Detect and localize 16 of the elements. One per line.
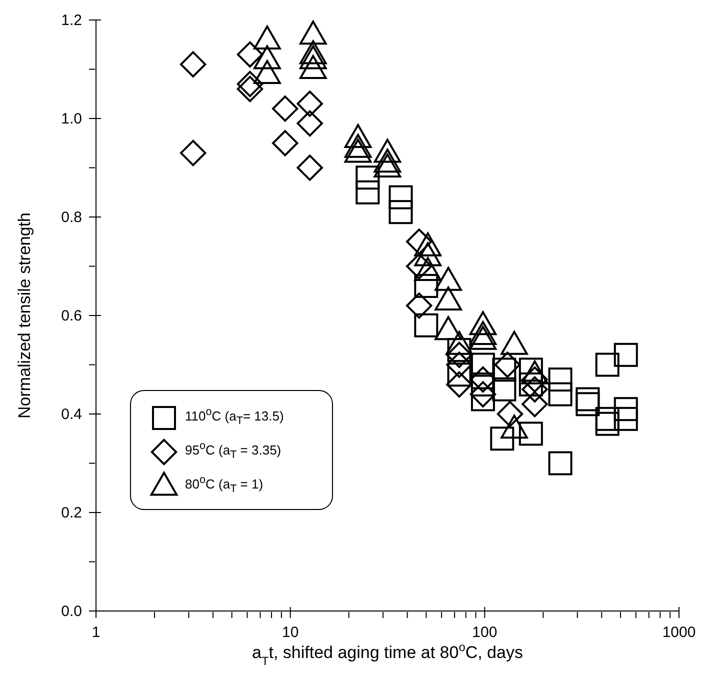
y-tick-label: 0.2 [61, 504, 82, 522]
legend-label: 95$^{o}$C (a$_{T}$ = 3.35) [185, 440, 282, 460]
legend-label: 110$^{o}$C (a$_{T}$= 13.5) [185, 406, 284, 426]
y-tick-label: 0.6 [61, 308, 82, 324]
y-tick-label: 1.2 [61, 12, 82, 29]
x-axis-title: a$_{T}$t, shifted aging time at 80$^{o}$C, days [252, 640, 523, 668]
y-tick-label: 0.8 [61, 209, 82, 226]
x-tick-label: 1 [92, 624, 100, 641]
x-tick-label: 10 [282, 624, 299, 641]
y-tick-label: 0.4 [61, 406, 82, 423]
legend-label: 80$^{o}$C (a$_{T}$ = 1) [185, 474, 264, 494]
x-tick-label: 100 [472, 624, 498, 641]
x-tick-label: 1000 [662, 624, 696, 641]
y-tick-label: 1.0 [61, 110, 82, 128]
y-axis-title: Normalized tensile strength [15, 212, 34, 418]
y-tick-label: 0.0 [61, 603, 82, 620]
